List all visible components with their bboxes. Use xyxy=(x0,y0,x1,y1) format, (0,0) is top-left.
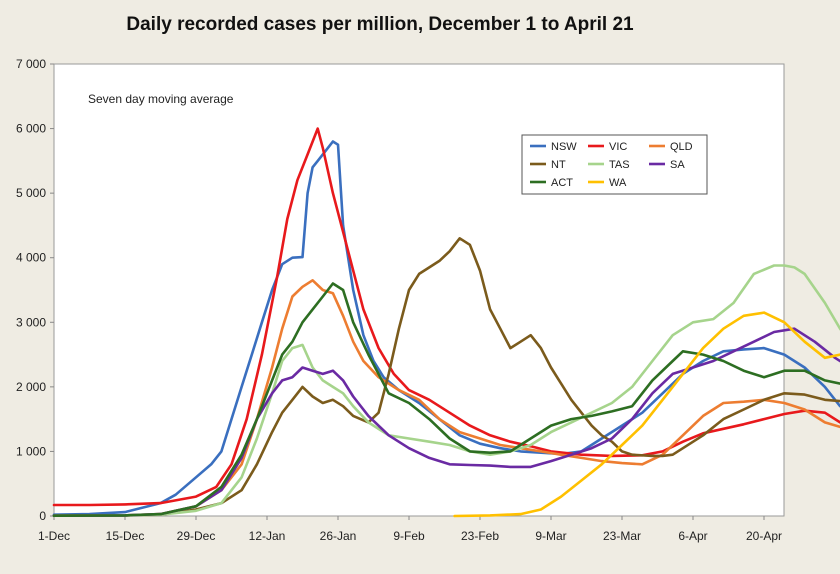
series-line-vic xyxy=(52,127,840,507)
x-tick-label: 1-Dec xyxy=(38,529,70,543)
y-tick-label: 7 000 xyxy=(16,57,46,71)
legend-label-wa: WA xyxy=(609,177,627,189)
series-line-nt xyxy=(52,237,840,517)
legend-label-nt: NT xyxy=(551,159,566,171)
x-tick-label: 23-Mar xyxy=(603,529,641,543)
series-line-sa xyxy=(52,327,840,517)
y-tick-label: 3 000 xyxy=(16,315,46,329)
annotation-text: Seven day moving average xyxy=(88,92,234,106)
plot-area xyxy=(53,63,785,517)
x-tick-label: 23-Feb xyxy=(461,529,499,543)
x-tick-label: 26-Jan xyxy=(320,529,357,543)
series-line-wa xyxy=(453,311,840,518)
x-tick-label: 9-Mar xyxy=(535,529,566,543)
series-line-act xyxy=(52,282,840,517)
series-line-qld xyxy=(52,279,840,517)
x-tick-label: 29-Dec xyxy=(177,529,216,543)
y-tick-label: 0 xyxy=(39,509,46,523)
x-tick-label: 15-Dec xyxy=(106,529,145,543)
x-tick-label: 6-Apr xyxy=(678,529,707,543)
legend-label-tas: TAS xyxy=(609,159,630,171)
legend-label-qld: QLD xyxy=(670,141,693,153)
legend: NSW VIC QLD NT TAS SA ACT WA xyxy=(521,134,708,195)
x-tick-label: 12-Jan xyxy=(249,529,286,543)
legend-label-nsw: NSW xyxy=(551,141,577,153)
chart-title: Daily recorded cases per million, Decemb… xyxy=(126,14,634,35)
y-tick-label: 1 000 xyxy=(16,444,46,458)
y-tick-label: 2 000 xyxy=(16,380,46,394)
series-lines xyxy=(52,127,840,518)
x-tick-label: 9-Feb xyxy=(393,529,425,543)
y-axis-ticks: 0 1 000 2 000 3 000 4 000 5 000 6 000 7 000 xyxy=(16,57,54,523)
y-tick-label: 5 000 xyxy=(16,186,46,200)
legend-box xyxy=(521,134,708,195)
x-axis-ticks: 1-Dec 15-Dec 29-Dec 12-Jan 26-Jan 9-Feb 23-Feb… xyxy=(38,516,782,543)
y-tick-label: 6 000 xyxy=(16,122,46,136)
legend-label-sa: SA xyxy=(670,159,685,171)
legend-label-act: ACT xyxy=(551,177,573,189)
x-tick-label: 20-Apr xyxy=(746,529,782,543)
legend-label-vic: VIC xyxy=(609,141,627,153)
y-tick-label: 4 000 xyxy=(16,251,46,265)
